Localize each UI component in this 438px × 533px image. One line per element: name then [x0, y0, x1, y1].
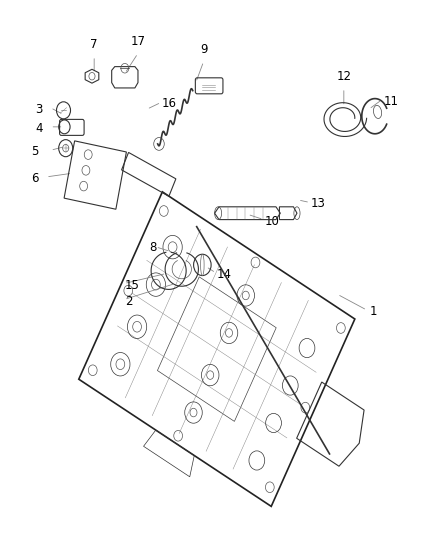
Text: 1: 1: [370, 305, 378, 318]
Text: 17: 17: [131, 35, 145, 48]
Text: 6: 6: [31, 172, 38, 185]
Text: 7: 7: [90, 38, 98, 51]
Text: 13: 13: [311, 197, 326, 210]
Text: 8: 8: [149, 241, 156, 254]
Text: 16: 16: [162, 98, 177, 110]
Text: 14: 14: [217, 268, 232, 281]
Text: 11: 11: [383, 95, 398, 108]
Text: 9: 9: [200, 43, 208, 56]
Text: 15: 15: [125, 279, 140, 292]
Text: 10: 10: [265, 215, 280, 228]
Text: 5: 5: [31, 146, 38, 158]
Text: 3: 3: [35, 103, 42, 116]
Text: 2: 2: [125, 295, 132, 308]
Text: 4: 4: [35, 123, 42, 135]
Text: 12: 12: [336, 70, 351, 83]
